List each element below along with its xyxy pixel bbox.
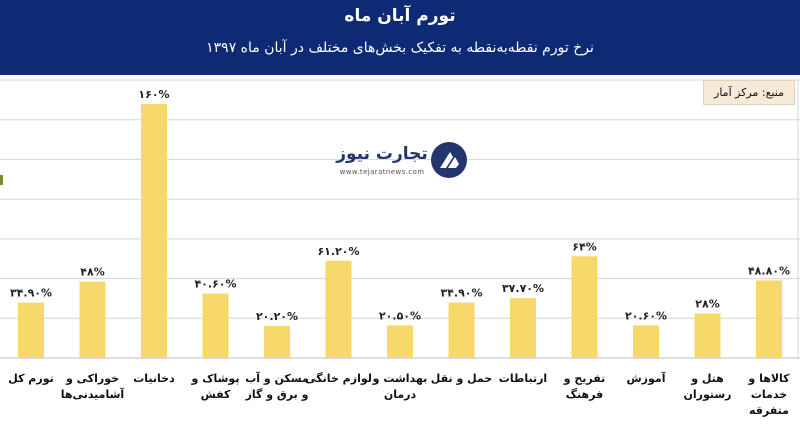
bar-1 (18, 302, 44, 358)
x-tick-label-13: کالاها و (747, 372, 790, 385)
header-banner: تورم آبان ماه نرخ تورم نقطه‌به‌نقطه به ت… (0, 0, 800, 75)
bar-2 (79, 281, 106, 358)
logo-url: www.tejaratnews.com (339, 168, 425, 176)
bar-7 (387, 325, 413, 358)
bar-11 (633, 325, 659, 358)
x-tick-label-7: بهداشت و (372, 372, 428, 385)
x-tick-label-8: حمل و نقل (431, 372, 492, 385)
x-tick-label-4: پوشاک و (191, 372, 240, 385)
x-tick-label-10: تفریح و (563, 372, 606, 385)
x-tick-label-13: خدمات (751, 388, 787, 401)
x-tick-label-12: هتل و (690, 372, 724, 385)
bar-8 (448, 302, 475, 358)
data-label-8: ۳۴.۹۰% (440, 287, 482, 300)
data-label-11: ۲۰.۶۰% (625, 309, 667, 322)
x-tick-label-9: ارتباطات (499, 372, 547, 385)
x-tick-label-7: درمان (384, 388, 417, 401)
chart-subtitle: نرخ تورم نقطه‌به‌نقطه به تفکیک بخش‌های م… (206, 40, 594, 56)
chart-title: تورم آبان ماه (344, 6, 456, 26)
data-label-1: ۳۴.۹۰% (10, 287, 52, 300)
left-edge-marker (0, 175, 3, 185)
x-tick-label-11: آموزش (627, 371, 666, 385)
data-label-4: ۴۰.۶۰% (194, 278, 236, 291)
data-label-6: ۶۱.۲۰% (317, 245, 359, 258)
x-tick-label-10: فرهنگ (566, 387, 603, 401)
data-label-3: ۱۶۰% (138, 88, 169, 101)
data-label-13: ۴۸.۸۰% (748, 264, 790, 277)
data-label-7: ۲۰.۵۰% (379, 309, 421, 322)
data-label-5: ۲۰.۲۰% (256, 310, 298, 323)
logo-emblem-icon (431, 142, 467, 178)
x-tick-label-3: دخانیات (133, 372, 175, 385)
x-tick-label-4: کفش (201, 388, 231, 401)
x-tick-label-12: رستوران (683, 388, 731, 401)
source-label: منبع: مرکز آمار (703, 80, 795, 105)
tejarat-news-logo: تجارت نیوز www.tejaratnews.com (332, 140, 470, 184)
bar-13 (756, 280, 782, 358)
bar-12 (694, 313, 721, 358)
bar-10 (571, 256, 598, 358)
bar-6 (325, 260, 352, 358)
bar-5 (264, 325, 290, 358)
x-tick-label-5: مسکن و آب (245, 371, 309, 385)
x-tick-label-2: آشامیدنی‌ها (61, 387, 125, 401)
logo-name: تجارت نیوز (336, 144, 428, 164)
x-tick-label-13: متفرقه (749, 404, 789, 417)
data-label-12: ۲۸% (695, 298, 719, 311)
bar-4 (202, 293, 229, 358)
x-tick-label-2: خوراکی و (65, 372, 119, 385)
x-tick-label-1: تورم کل (8, 372, 53, 385)
x-tick-label-5: و برق و گاز (245, 388, 309, 401)
bar-3 (141, 103, 167, 358)
data-label-2: ۴۸% (80, 266, 104, 279)
x-tick-label-6: لوازم خانگی (305, 372, 372, 385)
data-label-10: ۶۴% (572, 240, 596, 253)
data-label-9: ۳۷.۷۰% (502, 282, 544, 295)
bar-9 (510, 298, 536, 358)
